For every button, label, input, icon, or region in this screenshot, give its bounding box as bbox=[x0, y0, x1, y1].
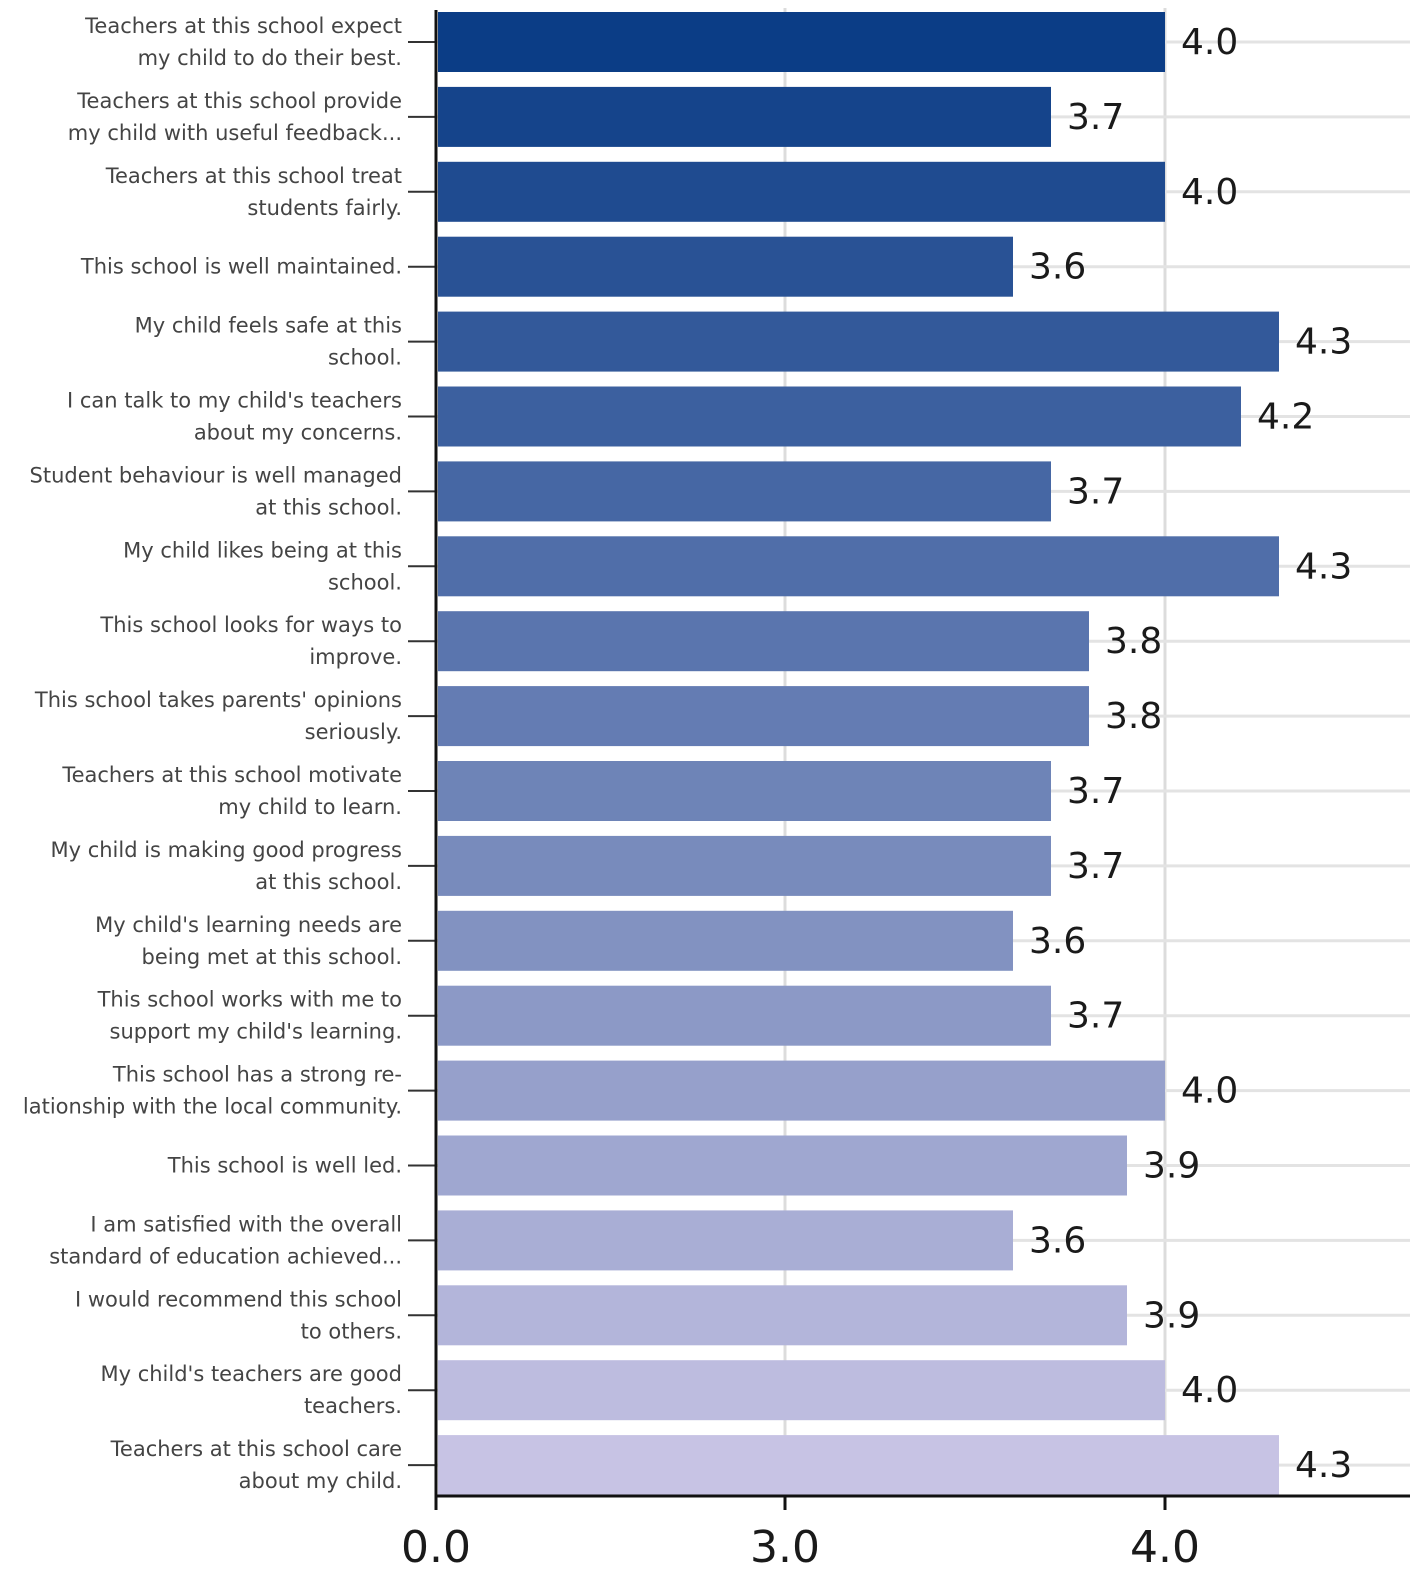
data-label: 4.2 bbox=[1257, 397, 1314, 438]
category-label: My child is making good progress at this … bbox=[50, 838, 402, 894]
bar bbox=[438, 236, 1013, 297]
data-label: 3.7 bbox=[1067, 471, 1124, 512]
bar bbox=[438, 761, 1051, 821]
x-tick-label: 0.0 bbox=[401, 1522, 471, 1569]
bars bbox=[438, 12, 1279, 1496]
bar bbox=[438, 1360, 1165, 1421]
data-label: 3.8 bbox=[1105, 696, 1162, 737]
category-label: Student behaviour is well managed at this… bbox=[30, 463, 402, 519]
bar bbox=[438, 86, 1051, 147]
data-label: 4.3 bbox=[1295, 546, 1352, 587]
category-label: Teachers at this school treat students fa… bbox=[105, 164, 402, 220]
x-tick-label: 4.0 bbox=[1130, 1522, 1200, 1569]
category-label: My child's teachers are good teachers. bbox=[100, 1362, 402, 1418]
data-label: 3.7 bbox=[1067, 771, 1124, 812]
bar bbox=[438, 1285, 1127, 1346]
bar bbox=[438, 161, 1165, 222]
data-label: 3.7 bbox=[1067, 846, 1124, 887]
data-label: 4.0 bbox=[1181, 1071, 1238, 1112]
bar bbox=[438, 611, 1089, 672]
bar bbox=[438, 1435, 1279, 1496]
category-label: My child feels safe at this school. bbox=[135, 314, 402, 370]
data-label: 3.6 bbox=[1029, 1220, 1086, 1261]
category-label: This school works with me to support my c… bbox=[97, 988, 402, 1044]
data-label: 3.8 bbox=[1105, 621, 1162, 662]
bar bbox=[438, 686, 1089, 747]
bar bbox=[438, 311, 1279, 372]
data-label: 3.9 bbox=[1143, 1146, 1200, 1187]
data-label: 3.7 bbox=[1067, 97, 1124, 138]
category-label: Teachers at this school provide my child … bbox=[68, 89, 402, 145]
category-label: This school is well led. bbox=[167, 1154, 402, 1178]
data-label: 4.3 bbox=[1295, 322, 1352, 363]
category-label: My child's learning needs are being met a… bbox=[95, 913, 402, 969]
data-label: 4.0 bbox=[1181, 1370, 1238, 1411]
bar bbox=[438, 386, 1241, 447]
bar bbox=[438, 1210, 1013, 1271]
data-label: 4.0 bbox=[1181, 172, 1238, 213]
category-label: Teachers at this school expect my child t… bbox=[84, 14, 402, 70]
category-label: I am satisfied with the overall standard … bbox=[49, 1212, 402, 1268]
category-label: This school has a strong re-lationship w… bbox=[23, 1063, 402, 1119]
category-label: My child likes being at this school. bbox=[123, 538, 402, 594]
bar bbox=[438, 536, 1279, 597]
gridlines bbox=[436, 8, 1410, 1496]
x-tick-label: 3.0 bbox=[750, 1522, 820, 1569]
data-label: 3.7 bbox=[1067, 996, 1124, 1037]
bar bbox=[438, 12, 1165, 72]
labels: 4.0 3.7 4.0 3.6 4.3 4.2 3.7 4.3 3.8 3.8 3.7 3.7 3.6 3… bbox=[23, 14, 1352, 1569]
data-label: 3.6 bbox=[1029, 921, 1086, 962]
data-label: 4.0 bbox=[1181, 22, 1238, 63]
category-label: Teachers at this school care about my chi… bbox=[110, 1437, 402, 1493]
category-label: I would recommend this school to others. bbox=[75, 1287, 402, 1343]
category-label: I can talk to my child's teachers about m… bbox=[67, 389, 402, 445]
bar bbox=[438, 835, 1051, 896]
data-label: 4.3 bbox=[1295, 1445, 1352, 1486]
bar bbox=[438, 910, 1013, 971]
data-label: 3.6 bbox=[1029, 247, 1086, 288]
category-label: This school looks for ways to improve. bbox=[99, 613, 402, 669]
bar bbox=[438, 1060, 1165, 1121]
category-label: This school takes parents' opinions serio… bbox=[34, 688, 402, 744]
bar bbox=[438, 1135, 1127, 1196]
bar bbox=[438, 461, 1051, 522]
bar bbox=[438, 985, 1051, 1046]
category-label: This school is well maintained. bbox=[80, 255, 402, 279]
axes bbox=[408, 10, 1410, 1510]
data-label: 3.9 bbox=[1143, 1295, 1200, 1336]
category-label: Teachers at this school motivate my child… bbox=[61, 763, 402, 819]
